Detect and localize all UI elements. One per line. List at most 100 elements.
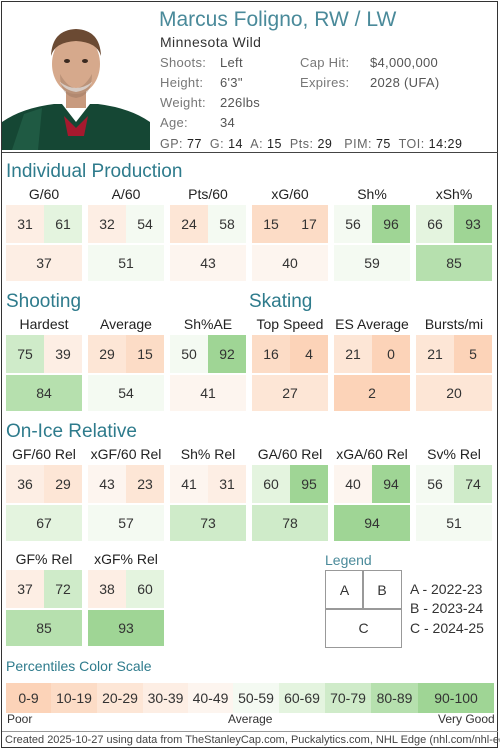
metric-label: G/60 — [28, 186, 60, 202]
section-skating: Skating — [249, 291, 313, 312]
height-value: 6'3" — [220, 75, 243, 90]
shoots-label: Shoots: — [160, 55, 207, 70]
metric-label: A/60 — [111, 186, 141, 202]
cap-hit-row: Cap Hit: $4,000,000 — [300, 55, 438, 70]
metric-label: Hardest — [19, 316, 69, 332]
percentile-cell-c: 93 — [88, 610, 164, 646]
percentile-cell-c: 85 — [416, 245, 492, 281]
color-scale-bin: 10-19 — [51, 683, 97, 713]
color-scale-bin: 30-39 — [143, 683, 188, 713]
metric-label: Average — [100, 316, 152, 332]
percentile-cell-b: 61 — [44, 205, 82, 243]
percentile-cell-c: 57 — [88, 505, 164, 541]
percentile-cell-b: 60 — [126, 570, 164, 608]
percentile-cell-a: 56 — [334, 205, 372, 243]
a-value: 15 — [267, 137, 282, 151]
legend-a-text: A - 2022-23 — [410, 581, 483, 597]
metric-label: GA/60 Rel — [257, 446, 323, 462]
cap-hit-label: Cap Hit: — [300, 55, 350, 70]
percentile-cell-c: 84 — [6, 375, 82, 411]
percentile-cell-b: 92 — [208, 335, 246, 373]
color-scale-bin: 0-9 — [6, 683, 51, 713]
percentile-cell-a: 43 — [88, 465, 126, 503]
height-row: Height: 6'3" — [160, 75, 242, 90]
metric-label: Sh%AE — [183, 316, 233, 332]
percentile-cell-a: 16 — [252, 335, 290, 373]
metric-label: Sh% Rel — [180, 446, 236, 462]
section-individual-production: Individual Production — [6, 161, 183, 182]
percentile-cell-b: 31 — [208, 465, 246, 503]
metric-label: Sv% Rel — [427, 446, 481, 462]
percentile-cell-a: 29 — [88, 335, 126, 373]
metric-label: GF/60 Rel — [12, 446, 76, 462]
percentile-cell-c: 41 — [170, 375, 246, 411]
legend-box-a: A — [325, 570, 364, 610]
color-scale-title: Percentiles Color Scale — [6, 658, 152, 674]
legend-b-text: B - 2023-24 — [410, 600, 484, 616]
legend-box-c: C — [325, 608, 402, 648]
percentile-cell-a: 38 — [88, 570, 126, 608]
percentile-cell-a: 24 — [170, 205, 208, 243]
percentile-cell-b: 0 — [372, 335, 410, 373]
percentile-cell-a: 37 — [6, 570, 44, 608]
shoots-row: Shoots: Left — [160, 55, 243, 70]
percentile-cell-a: 21 — [334, 335, 372, 373]
header-divider — [2, 152, 498, 153]
percentile-cell-a: 56 — [416, 465, 454, 503]
pim-label: PIM: — [344, 137, 372, 151]
pts-label: Pts: — [289, 137, 314, 151]
metric-label: Top Speed — [256, 316, 324, 332]
percentile-cell-c: 2 — [334, 375, 410, 411]
percentile-cell-c: 67 — [6, 505, 82, 541]
weight-label: Weight: — [160, 95, 206, 110]
percentile-cell-c: 94 — [334, 505, 410, 541]
percentile-cell-a: 66 — [416, 205, 454, 243]
percentile-cell-c: 51 — [88, 245, 164, 281]
metric-label: Bursts/mi — [424, 316, 484, 332]
age-value: 34 — [220, 115, 236, 130]
metric-label: Pts/60 — [188, 186, 228, 202]
percentile-cell-b: 15 — [126, 335, 164, 373]
gp-value: 77 — [187, 137, 202, 151]
metric-label: xGF% Rel — [94, 551, 158, 567]
percentile-cell-b: 39 — [44, 335, 82, 373]
metric-label: xGF/60 Rel — [90, 446, 162, 462]
legend-c-text: C - 2024-25 — [410, 620, 484, 636]
percentile-cell-c: 54 — [88, 375, 164, 411]
percentile-cell-c: 59 — [334, 245, 410, 281]
percentile-cell-a: 40 — [334, 465, 372, 503]
toi-label: TOI: — [398, 137, 425, 151]
weight-row: Weight: 226lbs — [160, 95, 260, 110]
expires-label: Expires: — [300, 75, 350, 90]
scale-poor-label: Poor — [7, 712, 33, 726]
percentile-cell-b: 54 — [126, 205, 164, 243]
percentile-cell-c: 37 — [6, 245, 82, 281]
percentile-cell-c: 40 — [252, 245, 328, 281]
player-headshot — [2, 4, 150, 150]
expires-value: 2028 (UFA) — [370, 75, 440, 90]
color-scale-bin: 80-89 — [371, 683, 418, 713]
percentile-cell-a: 31 — [6, 205, 44, 243]
expires-row: Expires: 2028 (UFA) — [300, 75, 439, 90]
percentile-cell-c: 20 — [416, 375, 492, 411]
percentile-cell-c: 73 — [170, 505, 246, 541]
percentile-cell-c: 78 — [252, 505, 328, 541]
percentile-cell-b: 4 — [290, 335, 328, 373]
percentile-cell-b: 58 — [208, 205, 246, 243]
footer-credits: Created 2025-10-27 using data from TheSt… — [5, 734, 500, 746]
metric-label: GF% Rel — [15, 551, 73, 567]
percentile-cell-b: 17 — [290, 205, 328, 243]
legend-title: Legend — [325, 552, 372, 568]
metric-label: xG/60 — [271, 186, 309, 202]
percentile-cell-a: 21 — [416, 335, 454, 373]
color-scale-bin: 60-69 — [279, 683, 325, 713]
percentile-cell-b: 96 — [372, 205, 410, 243]
shoots-value: Left — [220, 55, 243, 70]
season-statline: GP: 77 G: 14 A: 15 Pts: 29 PIM: 75 TOI: … — [160, 137, 462, 151]
color-scale-bin: 70-79 — [325, 683, 371, 713]
percentile-cell-b: 74 — [454, 465, 492, 503]
gp-label: GP: — [160, 137, 184, 151]
toi-value: 14:29 — [428, 137, 463, 151]
percentile-cell-c: 85 — [6, 610, 82, 646]
percentile-cell-b: 29 — [44, 465, 82, 503]
